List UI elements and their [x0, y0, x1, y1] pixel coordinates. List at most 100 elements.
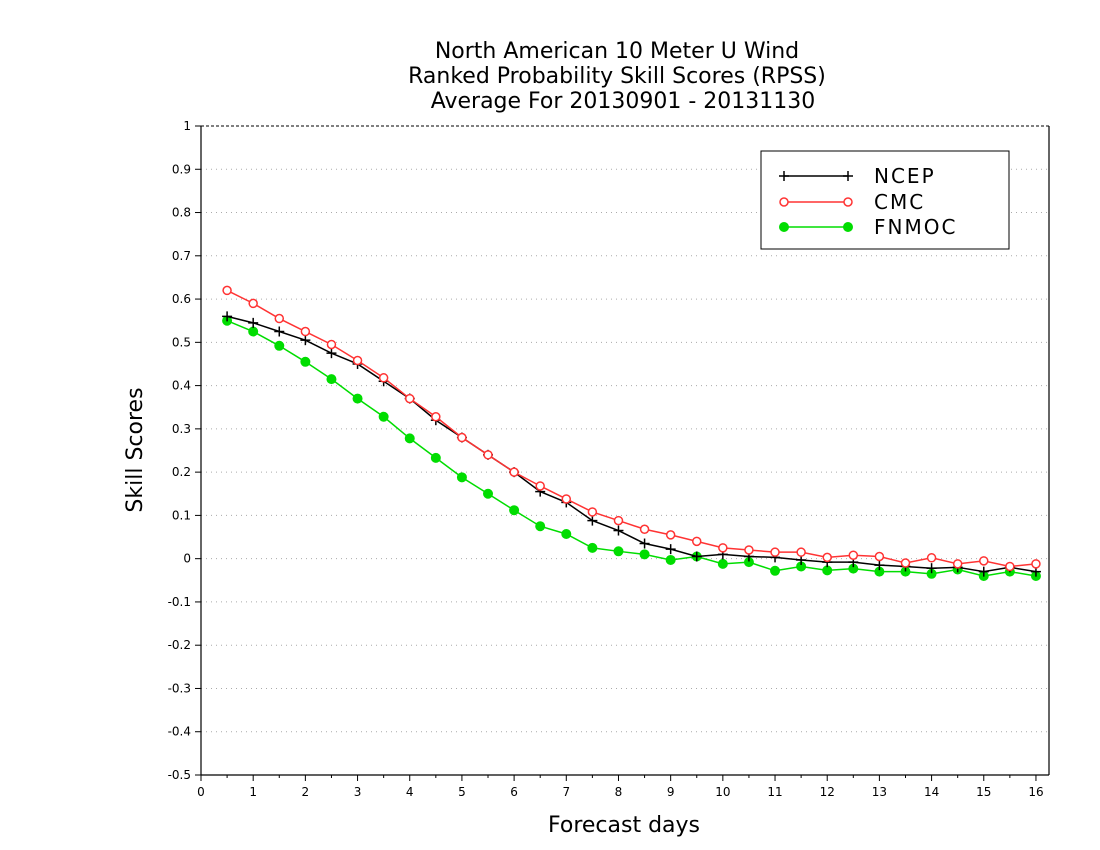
y-tick-label: -0.3	[168, 681, 191, 695]
x-tick-label: 6	[510, 785, 518, 799]
x-tick-label: 9	[667, 785, 675, 799]
data-point-cmc	[639, 524, 650, 534]
data-point-ncep	[639, 538, 650, 549]
legend-entry-fnmoc: FNMOC	[779, 215, 957, 239]
data-point-cmc	[431, 412, 441, 422]
x-tick-label: 14	[924, 785, 939, 799]
data-point-cmc	[352, 355, 363, 366]
data-point-fnmoc	[300, 356, 311, 367]
data-point-fnmoc	[274, 340, 285, 351]
series-cmc	[222, 285, 1041, 572]
y-tick-label: 0	[183, 552, 191, 566]
data-point-cmc	[952, 559, 963, 569]
gridlines	[201, 168, 1049, 733]
legend-label-fnmoc: FNMOC	[874, 215, 957, 239]
data-point-fnmoc	[326, 374, 337, 385]
legend-marker-ncep	[779, 171, 789, 181]
data-point-cmc	[665, 530, 676, 540]
legend-marker-cmc	[843, 197, 853, 207]
data-point-cmc	[457, 432, 467, 443]
x-tick-label: 16	[1028, 785, 1043, 799]
y-tick-label: 0.8	[172, 206, 191, 220]
legend-label-cmc: CMC	[874, 190, 925, 214]
data-point-cmc	[979, 556, 989, 566]
x-tick-label: 8	[615, 785, 623, 799]
x-tick-label: 5	[458, 785, 466, 799]
y-axis-label: Skill Scores	[123, 387, 148, 512]
data-point-cmc	[274, 313, 285, 324]
data-point-cmc	[509, 467, 519, 477]
data-point-cmc	[822, 552, 832, 563]
legend-marker-fnmoc	[779, 222, 789, 232]
data-point-cmc	[718, 543, 728, 553]
legend-marker-fnmoc	[843, 222, 853, 232]
y-tick-label: -0.1	[168, 595, 191, 609]
data-point-cmc	[744, 545, 754, 555]
data-point-fnmoc	[613, 546, 624, 557]
data-point-fnmoc	[404, 433, 415, 444]
y-tick-label: -0.2	[168, 638, 191, 652]
data-point-cmc	[535, 481, 545, 491]
data-point-cmc	[378, 373, 389, 383]
y-tick-label: 0.2	[172, 465, 191, 479]
legend-marker-cmc	[779, 197, 789, 207]
y-tick-label: 0.7	[172, 249, 191, 263]
y-tick-label: -0.5	[168, 768, 191, 782]
y-tick-label: 1	[183, 119, 191, 133]
data-point-fnmoc	[483, 488, 494, 499]
x-axis-ticks: 0 1 2 3 4 5 6 7 8 9 10 11 12 13 14 15 16	[197, 775, 1044, 799]
y-tick-label: 0.9	[172, 162, 191, 176]
series-ncep	[222, 311, 1041, 577]
data-point-ncep	[248, 317, 259, 328]
data-point-fnmoc	[352, 393, 363, 404]
data-point-cmc	[483, 450, 493, 460]
data-point-fnmoc	[717, 558, 728, 569]
data-point-ncep	[874, 560, 885, 571]
x-tick-label: 7	[562, 785, 570, 799]
data-point-cmc	[561, 494, 572, 504]
data-point-cmc	[1031, 559, 1041, 569]
data-point-fnmoc	[587, 542, 598, 553]
data-point-ncep	[274, 326, 285, 337]
x-tick-label: 2	[302, 785, 310, 799]
y-tick-label: 0.3	[172, 422, 191, 436]
y-tick-label: -0.4	[168, 725, 191, 739]
legend-marker-ncep	[843, 171, 853, 181]
title-line-2: Ranked Probability Skill Scores (RPSS)	[408, 64, 826, 89]
chart-title: North American 10 Meter U Wind Ranked Pr…	[408, 39, 826, 114]
data-point-cmc	[613, 515, 624, 526]
data-point-cmc	[326, 339, 337, 350]
x-tick-label: 3	[354, 785, 362, 799]
data-point-cmc	[796, 547, 806, 557]
title-line-3: Average For 20130901 - 20131130	[431, 89, 816, 114]
y-axis-ticks: -0.5 -0.4 -0.3 -0.2 -0.1 0 0.1 0.2 0.3 0.4 0.5 0.6 0…	[168, 119, 201, 782]
data-point-fnmoc	[248, 326, 259, 337]
data-point-cmc	[300, 326, 311, 337]
y-tick-label: 0.4	[172, 379, 191, 393]
data-point-ncep	[613, 525, 624, 536]
data-point-ncep	[222, 311, 233, 322]
data-point-cmc	[926, 553, 937, 563]
data-point-cmc	[692, 536, 702, 547]
data-point-fnmoc	[535, 521, 546, 532]
series-fnmoc	[222, 315, 1041, 581]
x-tick-label: 15	[976, 785, 991, 799]
plot-frame	[200, 125, 1050, 776]
data-point-fnmoc	[378, 411, 389, 422]
x-tick-label: 10	[715, 785, 730, 799]
y-tick-label: 0.1	[172, 508, 191, 522]
x-tick-label: 4	[406, 785, 414, 799]
x-tick-label: 11	[767, 785, 782, 799]
title-line-1: North American 10 Meter U Wind	[435, 39, 799, 64]
data-point-fnmoc	[509, 505, 520, 516]
data-point-ncep	[326, 348, 337, 359]
data-point-cmc	[770, 547, 780, 557]
data-point-cmc	[1005, 561, 1015, 572]
legend-entry-ncep: NCEP	[779, 164, 934, 188]
data-point-cmc	[900, 558, 911, 568]
data-point-cmc	[587, 507, 598, 517]
data-point-cmc	[404, 393, 415, 404]
legend-box	[760, 150, 1010, 250]
x-tick-label: 13	[872, 785, 887, 799]
